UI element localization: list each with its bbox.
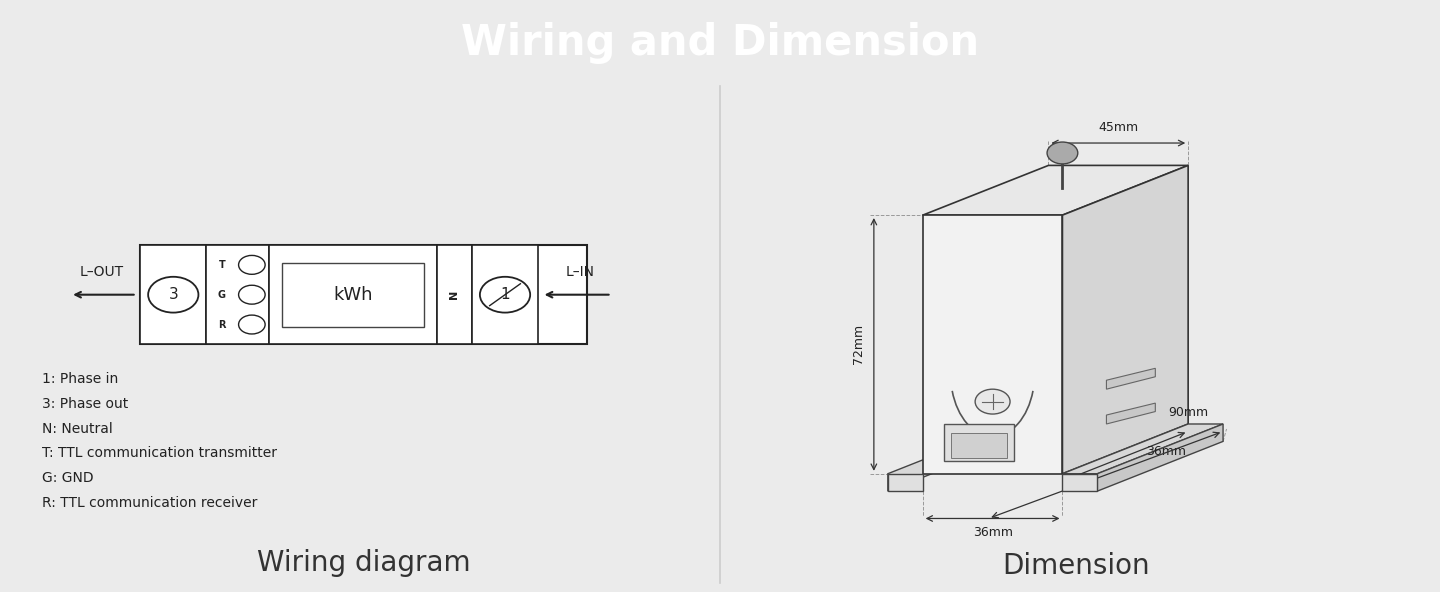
Text: L–OUT: L–OUT: [79, 265, 124, 279]
Circle shape: [480, 277, 530, 313]
Bar: [943, 424, 1014, 461]
Polygon shape: [1063, 424, 1223, 474]
Circle shape: [239, 315, 265, 334]
Text: Wiring and Dimension: Wiring and Dimension: [461, 22, 979, 64]
Bar: [436, 245, 472, 345]
Polygon shape: [923, 215, 1063, 474]
Text: T: T: [219, 260, 225, 270]
Text: T: TTL communication transmitter: T: TTL communication transmitter: [42, 446, 278, 461]
Polygon shape: [1106, 403, 1155, 424]
Polygon shape: [888, 474, 923, 491]
Text: 3: Phase out: 3: Phase out: [42, 397, 128, 411]
Polygon shape: [1063, 165, 1188, 474]
Bar: [269, 245, 436, 345]
Text: 36mm: 36mm: [972, 526, 1012, 539]
Text: 1: Phase in: 1: Phase in: [42, 372, 118, 386]
Bar: [950, 433, 1007, 458]
Text: 1: 1: [500, 287, 510, 302]
Circle shape: [239, 285, 265, 304]
Bar: [140, 245, 206, 345]
Text: kWh: kWh: [334, 286, 373, 304]
Polygon shape: [1063, 474, 1097, 491]
Circle shape: [975, 389, 1009, 414]
Text: Wiring diagram: Wiring diagram: [256, 549, 471, 577]
Polygon shape: [923, 165, 1188, 215]
Text: G: G: [217, 289, 226, 300]
Polygon shape: [888, 424, 1014, 491]
Polygon shape: [1097, 424, 1223, 491]
Text: 45mm: 45mm: [1099, 121, 1139, 134]
Text: 36mm: 36mm: [1146, 445, 1187, 458]
Text: N: Neutral: N: Neutral: [42, 422, 114, 436]
Bar: [472, 245, 539, 345]
Bar: [282, 263, 425, 327]
Text: L–IN: L–IN: [566, 265, 595, 279]
Text: 3: 3: [168, 287, 179, 302]
Polygon shape: [1106, 368, 1155, 389]
Bar: [140, 245, 588, 345]
Circle shape: [1047, 142, 1077, 164]
Text: R: R: [217, 320, 226, 330]
Text: R: TTL communication receiver: R: TTL communication receiver: [42, 496, 258, 510]
Text: 72mm: 72mm: [852, 324, 865, 365]
Text: N: N: [449, 290, 459, 300]
Text: G: GND: G: GND: [42, 471, 94, 485]
Circle shape: [239, 255, 265, 274]
Text: Dimension: Dimension: [1002, 552, 1151, 580]
Circle shape: [148, 277, 199, 313]
Text: 90mm: 90mm: [1168, 406, 1208, 419]
Bar: [206, 245, 269, 345]
